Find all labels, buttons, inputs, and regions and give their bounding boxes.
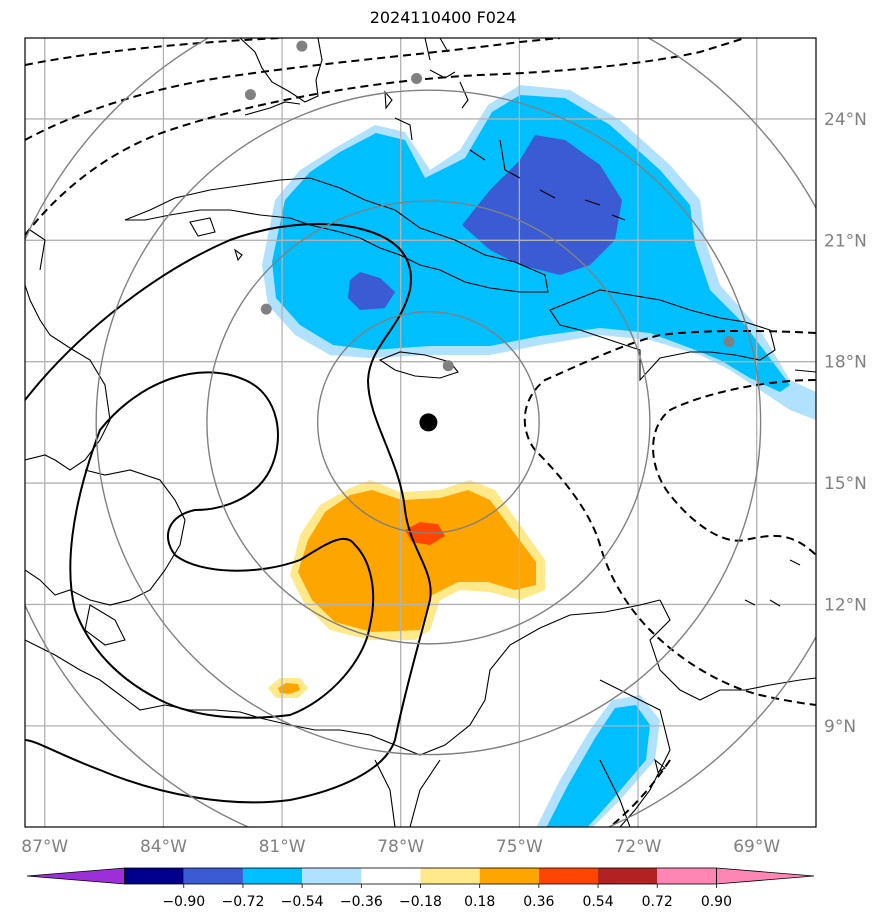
range-ring (206, 200, 651, 645)
station-marker (723, 335, 735, 347)
colorbar-tick-label: −0.54 (281, 894, 324, 910)
colorbar-segment (420, 868, 480, 884)
range-ring (25, 38, 816, 827)
colorbar-segment (183, 868, 243, 884)
negative-anomaly-strong-west (348, 272, 395, 310)
solid-contour-outer (25, 223, 432, 804)
lat-tick-label: 24°N (824, 110, 867, 130)
station-markers (244, 40, 735, 372)
dashed-contours (25, 38, 816, 827)
dashed-contour-1 (25, 38, 281, 66)
dashed-contour-3 (25, 38, 746, 236)
dashed-contour-5 (652, 379, 816, 556)
lon-tick-label: 75°W (496, 837, 543, 857)
colorbar-segment (242, 868, 303, 884)
station-marker (260, 303, 272, 315)
longitude-labels: 87°W 84°W 81°W 78°W 75°W 72°W 69°W (21, 837, 780, 857)
colorbar-tick-label: −0.36 (340, 894, 383, 910)
solid-contour-inner (69, 371, 375, 719)
range-rings (25, 38, 816, 827)
lon-tick-label: 87°W (21, 837, 68, 857)
colorbar-tick-label: −0.18 (399, 894, 442, 910)
colorbar-segment (598, 868, 658, 884)
lat-tick-label: 9°N (824, 717, 856, 737)
colorbar-extend-right (716, 867, 815, 885)
lat-tick-label: 21°N (824, 231, 867, 251)
colorbar-tick-label: 0.72 (642, 894, 673, 910)
lat-tick-label: 18°N (824, 353, 867, 373)
lon-tick-label: 72°W (615, 837, 662, 857)
lon-tick-label: 78°W (377, 837, 424, 857)
latitude-labels: 9°N 12°N 15°N 18°N 21°N 24°N (824, 110, 867, 737)
colorbar-segment (538, 868, 599, 884)
colorbar-tick-label: −0.90 (162, 894, 205, 910)
station-marker (411, 72, 423, 84)
map-title: 2024110400 F024 (369, 8, 517, 27)
storm-center-marker (419, 413, 438, 432)
colorbar-segment (657, 868, 717, 884)
station-marker (244, 89, 256, 101)
range-ring (316, 310, 540, 534)
colorbar-segment (302, 868, 362, 884)
shaded-field (262, 85, 816, 827)
colorbar-extend-left (26, 867, 125, 885)
negative-anomaly-south (546, 705, 650, 827)
map-frame (24, 37, 817, 828)
positive-anomaly-small-core (278, 683, 300, 694)
solid-contours (25, 223, 432, 804)
colorbar-tick-label: −0.72 (221, 894, 264, 910)
colorbar-tick-label: 0.36 (523, 894, 554, 910)
range-ring (95, 89, 762, 756)
colorbar-tick-label: 0.54 (582, 894, 613, 910)
dashed-contour-4 (523, 329, 816, 706)
lat-tick-label: 12°N (824, 595, 867, 615)
colorbar-tick-label: 0.90 (701, 894, 732, 910)
graticule (25, 38, 816, 827)
colorbar: −0.90 −0.72 −0.54 −0.36 −0.18 0.18 0.36 0.54 0.7… (26, 867, 815, 910)
lon-tick-label: 69°W (733, 837, 780, 857)
lon-tick-label: 84°W (140, 837, 187, 857)
lat-tick-label: 15°N (824, 474, 867, 494)
lon-tick-label: 81°W (259, 837, 306, 857)
dashed-contour-6 (609, 759, 671, 827)
colorbar-segment (124, 868, 184, 884)
colorbar-tick-label: 0.18 (464, 894, 495, 910)
colorbar-segment (361, 868, 421, 884)
colorbar-segment (479, 868, 539, 884)
dashed-contour-2 (25, 38, 561, 141)
positive-anomaly-medium (298, 490, 536, 632)
station-marker (442, 360, 454, 372)
station-marker (296, 40, 308, 52)
